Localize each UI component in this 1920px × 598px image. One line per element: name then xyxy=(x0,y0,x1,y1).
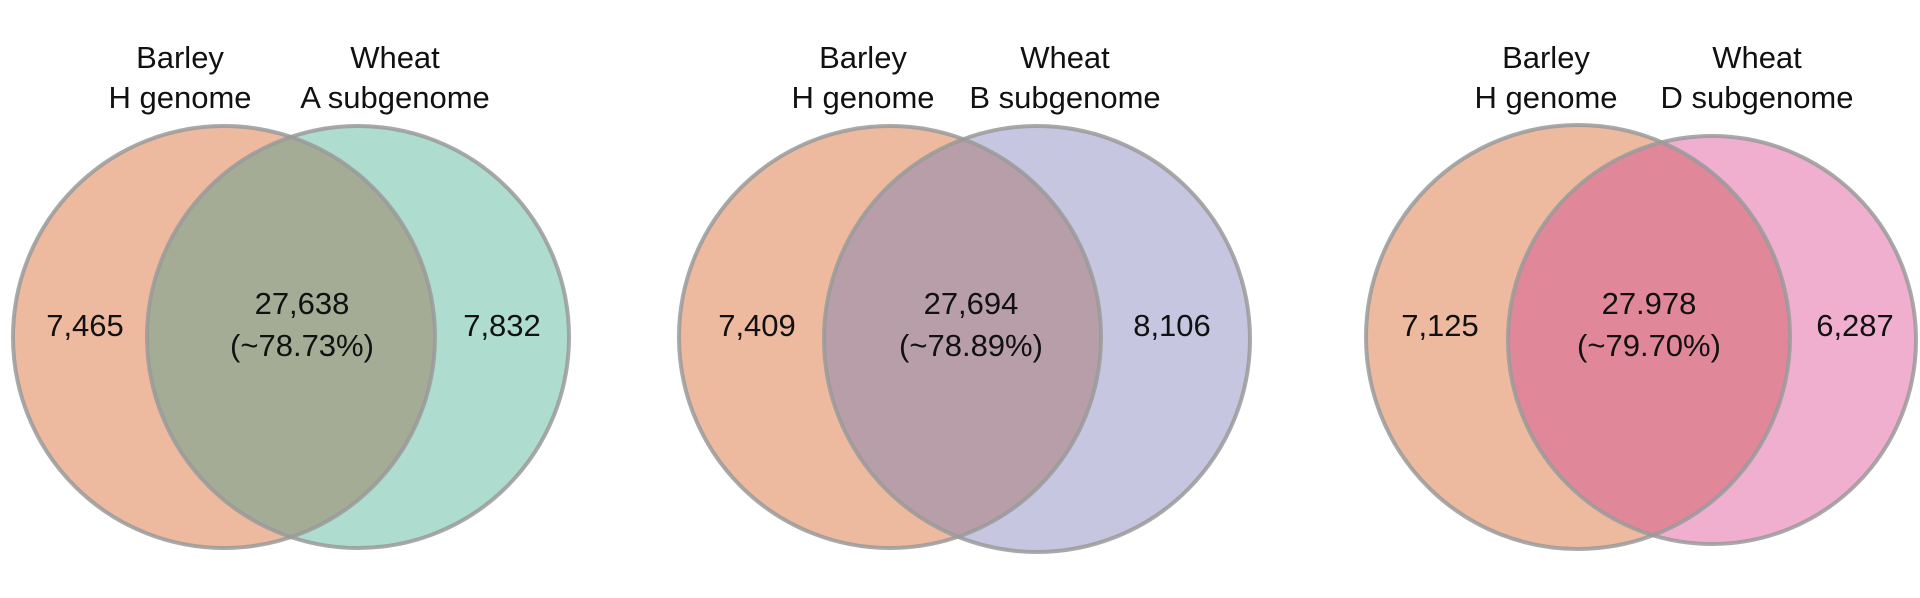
venn-diagram-1: Barley H genome Wheat A subgenome 7,465 … xyxy=(11,40,571,550)
left-set-title-line2: H genome xyxy=(1474,80,1617,115)
venn-left-outline xyxy=(677,124,1103,550)
right-set-title-line1: Wheat xyxy=(350,40,440,75)
overlap-count: 27,694 xyxy=(924,286,1019,321)
right-set-title-line1: Wheat xyxy=(1020,40,1110,75)
overlap-percent: (~78.89%) xyxy=(899,328,1043,363)
left-set-title-line1: Barley xyxy=(136,40,224,75)
left-set-title-line1: Barley xyxy=(1502,40,1590,75)
left-set-title-line2: H genome xyxy=(108,80,251,115)
venn-left-outline xyxy=(1364,123,1792,551)
venn-overlap-region xyxy=(824,126,1101,548)
venn-right-outline xyxy=(1506,134,1918,546)
right-set-title-line2: B subgenome xyxy=(969,80,1160,115)
venn-diagram-3: Barley H genome Wheat D subgenome 7,125 … xyxy=(1364,40,1918,551)
overlap-percent: (~79.70%) xyxy=(1577,328,1721,363)
right-set-title-line2: D subgenome xyxy=(1660,80,1853,115)
left-only-count: 7,125 xyxy=(1401,308,1479,343)
overlap-count: 27,638 xyxy=(255,286,350,321)
venn-diagram-2: Barley H genome Wheat B subgenome 7,409 … xyxy=(677,40,1252,554)
overlap-count: 27.978 xyxy=(1602,286,1697,321)
left-only-count: 7,409 xyxy=(718,308,796,343)
overlap-percent: (~78.73%) xyxy=(230,328,374,363)
right-only-count: 8,106 xyxy=(1133,308,1211,343)
right-set-title-line1: Wheat xyxy=(1712,40,1802,75)
left-set-title-line1: Barley xyxy=(819,40,907,75)
right-only-count: 6,287 xyxy=(1816,308,1894,343)
venn-overlap-region xyxy=(1508,136,1790,544)
left-only-count: 7,465 xyxy=(46,308,124,343)
right-only-count: 7,832 xyxy=(463,308,541,343)
venn-right-outline xyxy=(822,124,1252,554)
venn-right-outline xyxy=(145,124,571,550)
venn-left-outline xyxy=(11,124,437,550)
venn-overlap-region xyxy=(147,126,435,548)
right-set-title-line2: A subgenome xyxy=(300,80,490,115)
left-set-title-line2: H genome xyxy=(791,80,934,115)
